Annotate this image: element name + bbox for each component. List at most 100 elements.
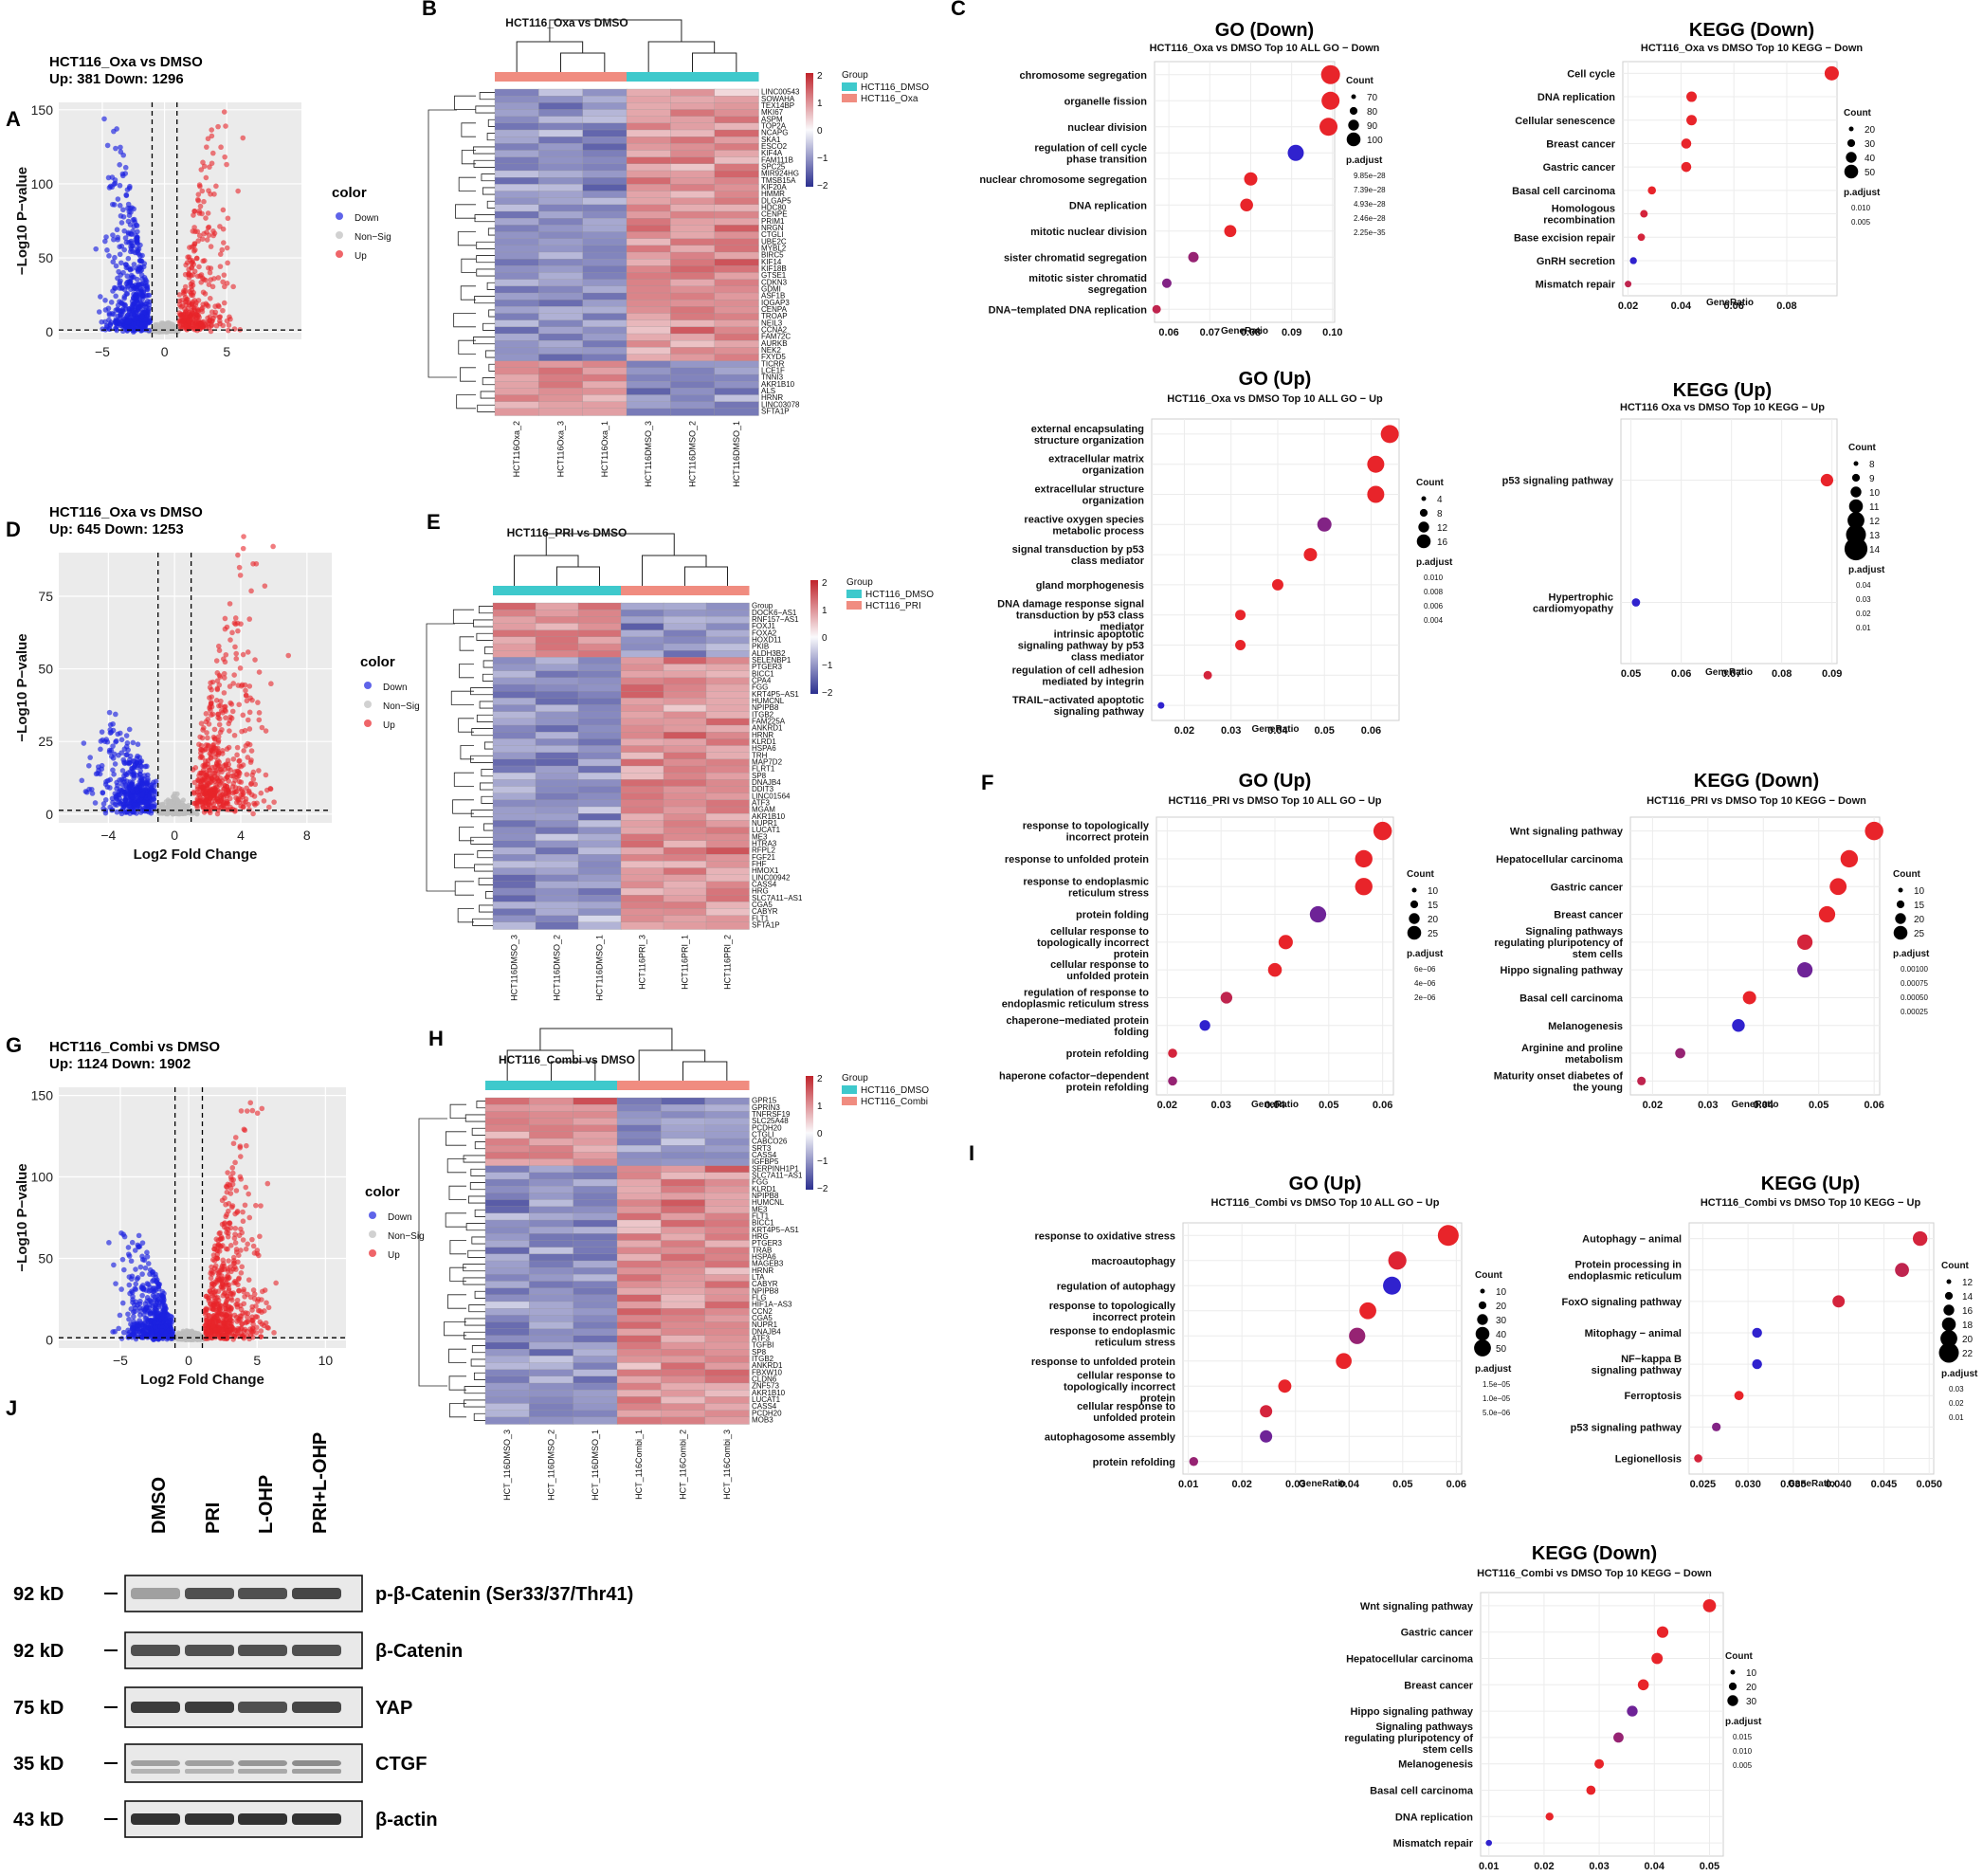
volcano-point-up (232, 1159, 238, 1166)
heatmap-cell (577, 670, 622, 679)
volcano-point-up (225, 1246, 230, 1252)
volcano-point-up (186, 309, 192, 316)
heatmap-cell (704, 1247, 750, 1255)
heatmap-cell (582, 204, 628, 212)
volcano-point-up (238, 763, 245, 770)
volcano-point-up (255, 1307, 262, 1314)
dendrogram-branch (470, 810, 493, 818)
dendrogram-branch (477, 850, 493, 859)
heatmap-cell (538, 394, 584, 403)
heatmap-cell (538, 204, 584, 212)
heatmap-cell (573, 1369, 618, 1377)
heatmap-cell (616, 1104, 662, 1112)
volcano-point-up (215, 302, 221, 308)
heatmap-cell (670, 333, 716, 341)
heatmap-cell (663, 799, 707, 808)
volcano-point-up (186, 275, 192, 281)
dendrogram-branch (485, 350, 495, 358)
heatmap-cell (663, 861, 707, 869)
volcano-point-down (134, 223, 140, 228)
volcano-point-up (224, 1189, 230, 1195)
heatmap-cell (538, 259, 584, 266)
volcano-point-down (118, 149, 124, 155)
heatmap-cell (620, 902, 664, 910)
volcano-point-up (218, 1267, 224, 1273)
heatmap-cell (494, 88, 539, 97)
heatmap-cell (484, 1390, 530, 1397)
heatmap-cell (620, 643, 664, 651)
heatmap-cell (661, 1233, 706, 1242)
heatmap-group-cell (573, 1081, 618, 1090)
heatmap-cell (529, 1138, 574, 1146)
volcano-point-down (137, 1320, 144, 1326)
heatmap-cell (670, 231, 716, 240)
volcano-point-up (240, 135, 246, 141)
volcano-point-down (106, 253, 112, 259)
volcano-point-down (134, 276, 140, 282)
heatmap-cell (670, 354, 716, 362)
volcano-point-up (247, 1100, 254, 1106)
volcano-point-up (216, 782, 223, 788)
heatmap-column-label: HCT_116DMSO_3 (502, 1430, 512, 1501)
heatmap-cell (620, 827, 664, 835)
heatmap-cell (670, 251, 716, 260)
panel-label-A: A (6, 107, 21, 131)
volcano-point-down (130, 739, 136, 746)
volcano-point-up (193, 255, 200, 262)
heatmap-cell (538, 408, 584, 416)
heatmap-cell (538, 251, 584, 260)
volcano-point-up (225, 1328, 230, 1334)
heatmap-cell (704, 1416, 750, 1425)
volcano-point-up (199, 784, 206, 791)
volcano-point-down (133, 1281, 139, 1287)
volcano-point-up (203, 772, 209, 778)
heatmap-cell (626, 279, 671, 287)
dendrogram-branch (464, 1318, 485, 1326)
volcano-point-down (124, 328, 131, 334)
volcano-point-up (240, 712, 246, 719)
heatmap-cell (538, 163, 584, 172)
volcano-point-up (257, 1233, 263, 1240)
heatmap-cell (529, 1274, 574, 1283)
heatmap-cell (704, 1199, 750, 1208)
heatmap-cell (492, 664, 537, 672)
heatmap-cell (577, 752, 622, 760)
heatmap-scale-tick: 0 (822, 633, 828, 644)
heatmap-cell (616, 1219, 662, 1228)
heatmap-cell (714, 163, 759, 172)
volcano-point-up (189, 264, 195, 270)
volcano-point-down (118, 750, 125, 756)
heatmap-cell (626, 265, 671, 274)
volcano-point-up (235, 768, 242, 774)
heatmap-cell (573, 1233, 618, 1242)
heatmap-cell (670, 210, 716, 219)
dendrogram-branch (447, 1294, 466, 1309)
heatmap-cell (704, 1131, 750, 1139)
dendrogram-branch (418, 1118, 447, 1387)
heatmap-cell (492, 765, 537, 774)
volcano-point-up (208, 244, 214, 249)
heatmap-group-key (842, 1085, 857, 1094)
volcano-point-up (215, 275, 222, 281)
heatmap-cell (492, 833, 537, 842)
volcano-point-up (251, 1296, 258, 1302)
heatmap-cell (494, 367, 539, 375)
heatmap-cell (529, 1240, 574, 1248)
volcano-point-down (145, 1261, 152, 1266)
heatmap-cell (626, 231, 671, 240)
heatmap-cell (620, 867, 664, 876)
heatmap-cell (573, 1396, 618, 1405)
heatmap-cell (661, 1227, 706, 1234)
volcano-point-up (220, 322, 226, 329)
heatmap-cell (573, 1287, 618, 1296)
heatmap-cell (582, 102, 628, 111)
heatmap-cell (577, 643, 622, 651)
heatmap-cell (661, 1097, 706, 1105)
heatmap-cell (663, 847, 707, 855)
volcano-point-up (198, 167, 205, 173)
volcano-point-up (197, 203, 204, 209)
volcano-point-up (192, 765, 199, 771)
heatmap-cell (663, 758, 707, 767)
volcano-point-up (230, 1176, 236, 1183)
heatmap-cell (529, 1362, 574, 1371)
